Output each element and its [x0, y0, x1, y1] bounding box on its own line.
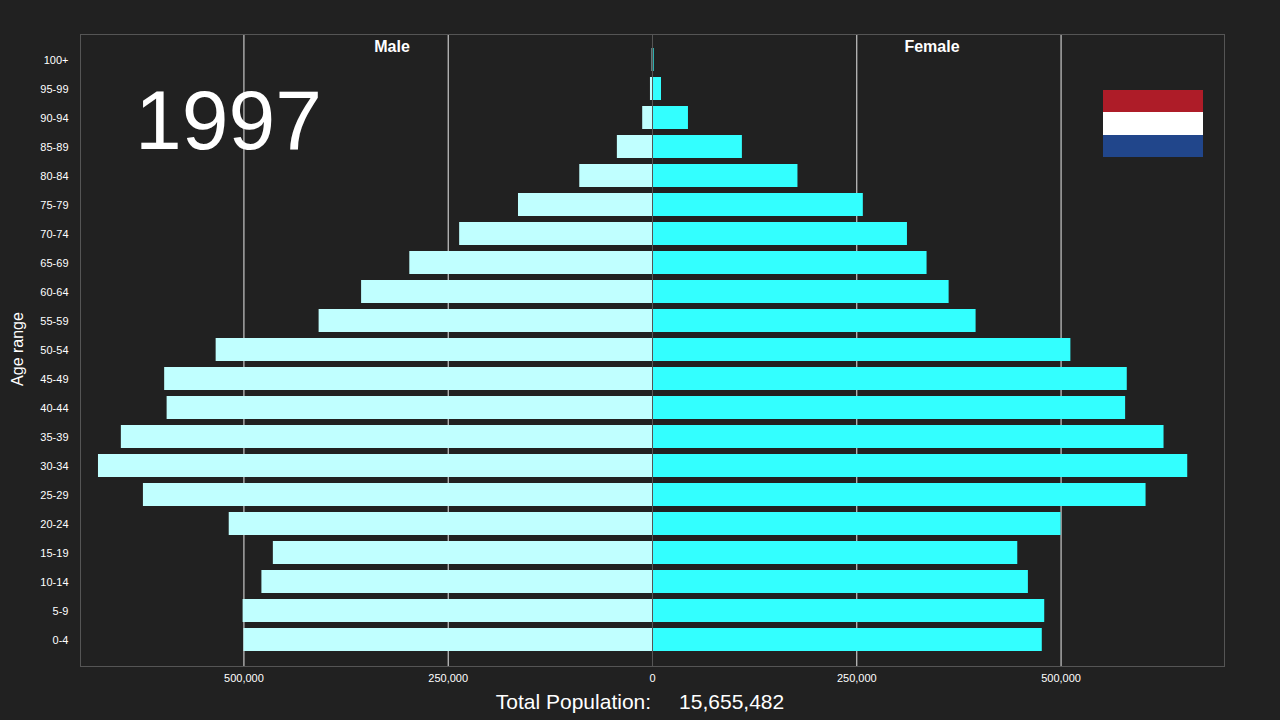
svg-text:250,000: 250,000: [837, 672, 877, 684]
svg-text:100+: 100+: [44, 54, 69, 66]
html-text:1997: 1997: [135, 73, 322, 167]
html-text:Age range: Age range: [9, 312, 26, 386]
svg-text:85-89: 85-89: [40, 141, 68, 153]
svg-text:500,000: 500,000: [224, 672, 264, 684]
svg-text:55-59: 55-59: [40, 315, 68, 327]
html-text:Female: Female: [904, 38, 960, 55]
svg-text:10-14: 10-14: [40, 576, 68, 588]
svg-text:15-19: 15-19: [40, 547, 68, 559]
svg-text:20-24: 20-24: [40, 518, 68, 530]
svg-text:70-74: 70-74: [40, 228, 68, 240]
svg-text:75-79: 75-79: [40, 199, 68, 211]
svg-text:5-9: 5-9: [53, 605, 69, 617]
svg-text:0: 0: [649, 672, 655, 684]
svg-text:30-34: 30-34: [40, 460, 68, 472]
svg-text:40-44: 40-44: [40, 402, 68, 414]
svg-text:45-49: 45-49: [40, 373, 68, 385]
svg-text:500,000: 500,000: [1041, 672, 1081, 684]
svg-text:0-4: 0-4: [53, 634, 69, 646]
svg-text:35-39: 35-39: [40, 431, 68, 443]
svg-text:65-69: 65-69: [40, 257, 68, 269]
html-text:Total Population:: Total Population:: [495, 690, 652, 713]
svg-text:90-94: 90-94: [40, 112, 68, 124]
svg-text:95-99: 95-99: [40, 83, 68, 95]
svg-text:60-64: 60-64: [40, 286, 68, 298]
svg-text:250,000: 250,000: [428, 672, 468, 684]
svg-text:80-84: 80-84: [40, 170, 68, 182]
html-text:Male: Male: [374, 38, 410, 55]
svg-text:50-54: 50-54: [40, 344, 68, 356]
html-text:15,655,482: 15,655,482: [679, 690, 785, 713]
svg-text:25-29: 25-29: [40, 489, 68, 501]
